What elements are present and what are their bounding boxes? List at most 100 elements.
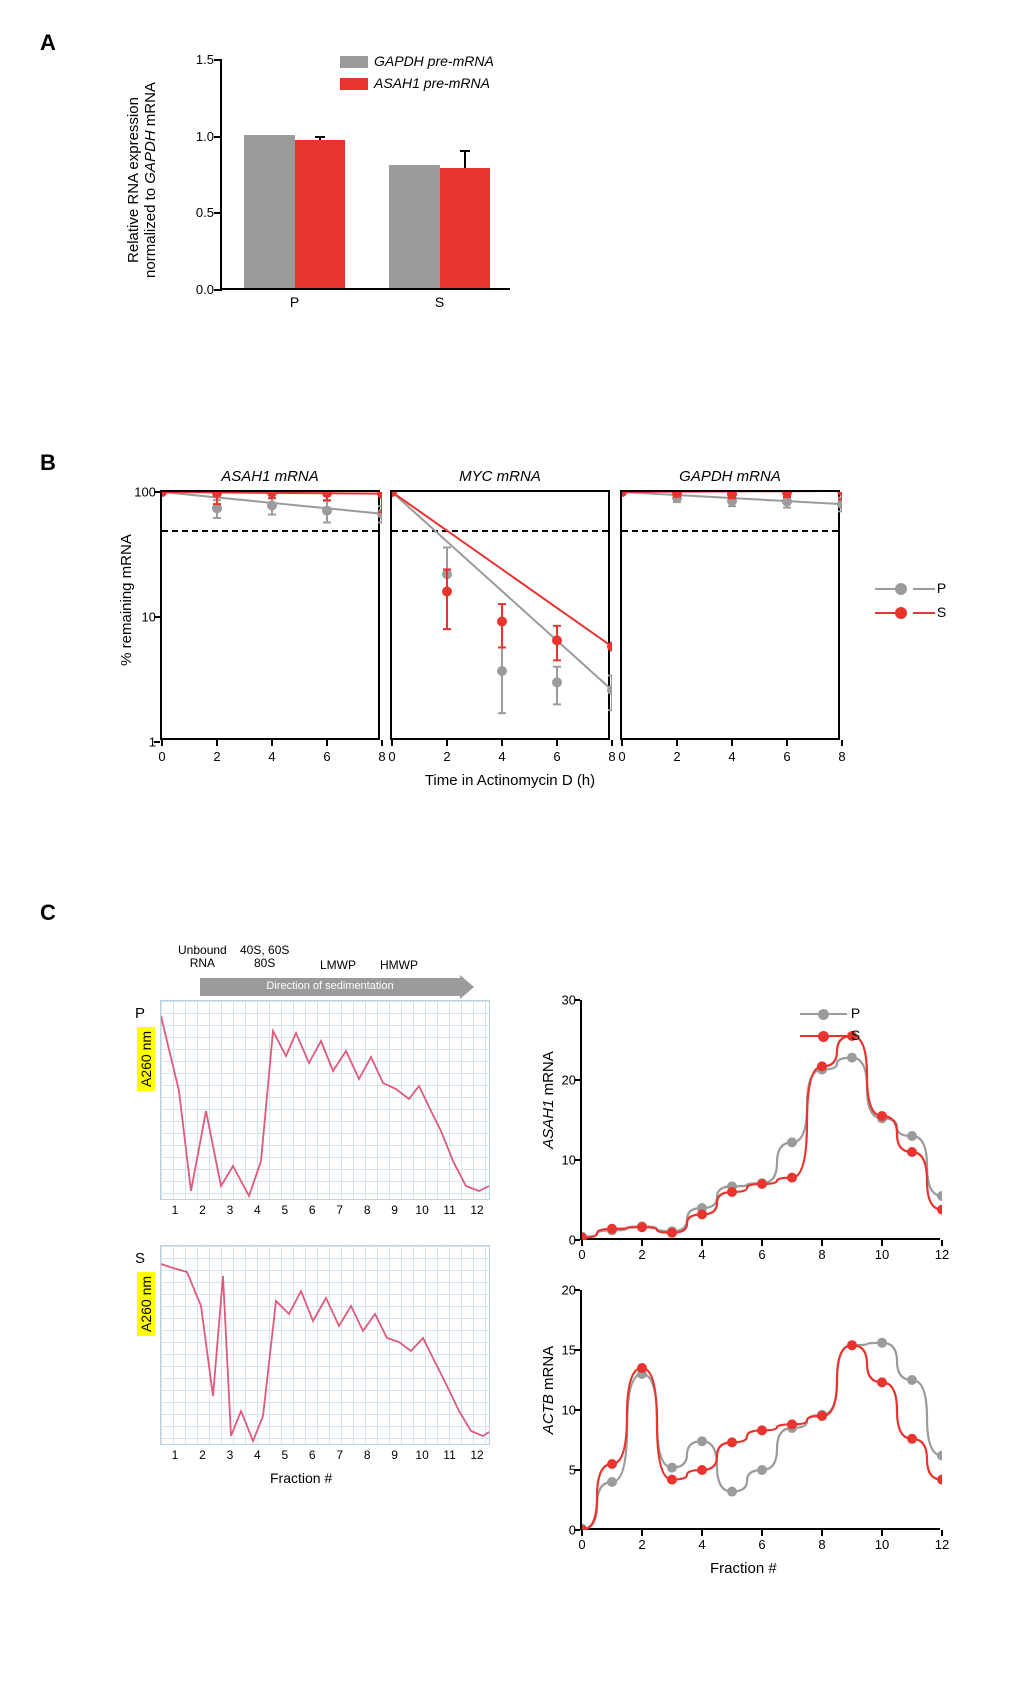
label-subunits: 40S, 60S 80S [240, 944, 289, 970]
xtick-label: 10 [875, 1247, 889, 1262]
legend-item: S [800, 1027, 860, 1043]
fraction-number: 9 [391, 1448, 398, 1462]
ytick-label: 0 [546, 1233, 576, 1248]
xtick-label: 4 [268, 749, 275, 764]
xtick-label: 0 [388, 749, 395, 764]
xtick-label: 6 [758, 1247, 765, 1262]
fraction-number: 9 [391, 1203, 398, 1217]
panel-a: A Relative RNA expression normalized to … [40, 30, 980, 390]
xtick-label: 8 [608, 749, 615, 764]
fraction-number: 4 [254, 1448, 261, 1462]
panel-a-plot-area: 0.00.51.01.5PS [220, 60, 510, 290]
xtick-label: 0 [158, 749, 165, 764]
legend-item: S [875, 604, 946, 620]
xtick-label: 10 [875, 1537, 889, 1552]
xtick-label: 2 [443, 749, 450, 764]
xtick-label: 12 [935, 1537, 949, 1552]
label-subunits-text: 40S, 60S 80S [240, 943, 289, 970]
panel-a-label: A [40, 30, 56, 56]
ylabel-line1: Relative RNA expression [125, 97, 142, 263]
xtick-label: 6 [553, 749, 560, 764]
mini-chart-title: GAPDH mRNA [622, 468, 838, 485]
bar [295, 140, 346, 288]
xtick-label: 4 [698, 1247, 705, 1262]
label-condition-p: P [135, 1005, 145, 1022]
fraction-number: 11 [443, 1448, 455, 1462]
legend-item: P [875, 580, 946, 596]
fraction-number: 5 [281, 1448, 288, 1462]
xtick-label: 8 [818, 1247, 825, 1262]
bar [244, 135, 295, 288]
error-bar [319, 136, 321, 140]
gradient-profile-s: A260 nm 123456789101112 [160, 1245, 490, 1445]
panel-b-legend: P S [875, 580, 946, 628]
xtick-label: 0 [578, 1537, 585, 1552]
fraction-number: 2 [199, 1203, 206, 1217]
bar [389, 165, 440, 288]
panel-b-ylabel: % remaining mRNA [118, 500, 135, 700]
panel-c-chart-asah1: 0102030024681012 [580, 1000, 940, 1240]
label-lmwp: LMWP [320, 958, 356, 972]
mini-chart: MYC mRNA02468 [390, 490, 610, 740]
panel-c: C Unbound RNA 40S, 60S 80S LMWP HMWP Dir… [40, 900, 980, 1540]
xtick-label: 6 [783, 749, 790, 764]
fraction-number: 7 [336, 1203, 343, 1217]
category-label: P [275, 294, 315, 310]
a260-label-p: A260 nm [137, 1027, 155, 1091]
xtick-label: 6 [323, 749, 330, 764]
gradient-profile-p: A260 nm 123456789101112 [160, 1000, 490, 1200]
ytick-label: 10 [120, 610, 156, 625]
legend-item: GAPDH pre-mRNA [340, 50, 494, 72]
panel-b-label: B [40, 450, 56, 476]
mini-chart: ASAH1 mRNA02468110100 [160, 490, 380, 740]
mini-chart-title: ASAH1 mRNA [162, 468, 378, 485]
xtick-label: 8 [378, 749, 385, 764]
fraction-axis-label: Fraction # [270, 1470, 332, 1486]
legend-item: P [800, 1005, 860, 1021]
ylabel-line2: normalized to GAPDH mRNA [142, 82, 159, 278]
fraction-number: 2 [199, 1448, 206, 1462]
fraction-number: 6 [309, 1203, 316, 1217]
xtick-label: 0 [618, 749, 625, 764]
panel-c-xlabel: Fraction # [710, 1560, 777, 1577]
panel-c-legend: P S [800, 1005, 860, 1049]
panel-c-chart-asah1-ylabel: ASAH1 mRNA [540, 1000, 557, 1200]
xtick-label: 2 [638, 1537, 645, 1552]
fraction-number: 5 [281, 1203, 288, 1217]
category-label: S [420, 294, 460, 310]
panel-c-chart-actb: 05101520024681012 [580, 1290, 940, 1530]
fraction-number: 7 [336, 1448, 343, 1462]
fraction-number: 6 [309, 1448, 316, 1462]
panel-c-chart-actb-svg [582, 1290, 942, 1530]
ytick-label: 0 [546, 1523, 576, 1538]
fraction-number: 10 [415, 1448, 428, 1462]
fraction-number: 8 [364, 1203, 371, 1217]
panel-a-ylabel: Relative RNA expression normalized to GA… [125, 60, 159, 300]
fraction-number: 4 [254, 1203, 261, 1217]
fraction-number: 10 [415, 1203, 428, 1217]
fraction-number: 8 [364, 1448, 371, 1462]
error-bar [464, 150, 466, 168]
ytick-label: 100 [120, 485, 156, 500]
ytick-label: 0.0 [182, 282, 214, 297]
xtick-label: 4 [728, 749, 735, 764]
xtick-label: 8 [838, 749, 845, 764]
mini-chart: GAPDH mRNA02468 [620, 490, 840, 740]
fraction-number: 11 [443, 1203, 455, 1217]
panel-b: B % remaining mRNA ASAH1 mRNA02468110100… [40, 450, 980, 840]
panel-c-chart-asah1-svg [582, 1000, 942, 1240]
sedimentation-arrow: Direction of sedimentation [200, 978, 460, 996]
xtick-label: 8 [818, 1537, 825, 1552]
fraction-number: 3 [227, 1448, 234, 1462]
xtick-label: 4 [498, 749, 505, 764]
label-hmwp: HMWP [380, 958, 418, 972]
xtick-label: 0 [578, 1247, 585, 1262]
mini-chart-title: MYC mRNA [392, 468, 608, 485]
panel-a-legend: GAPDH pre-mRNAASAH1 pre-mRNA [340, 50, 494, 94]
panel-a-chart: 0.00.51.01.5PS GAPDH pre-mRNAASAH1 pre-m… [170, 50, 510, 320]
label-unbound-rna: Unbound RNA [178, 944, 227, 970]
xtick-label: 12 [935, 1247, 949, 1262]
grid-pattern-p [161, 1001, 489, 1199]
fraction-number: 3 [227, 1203, 234, 1217]
label-condition-s: S [135, 1250, 145, 1267]
